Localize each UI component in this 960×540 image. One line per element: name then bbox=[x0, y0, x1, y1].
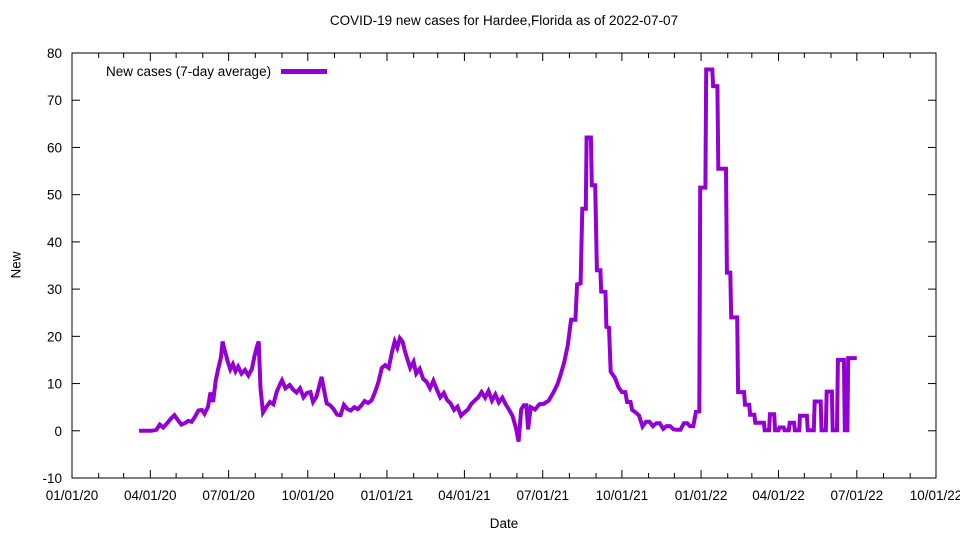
x-tick-label: 10/01/21 bbox=[596, 488, 649, 503]
y-tick-label: 70 bbox=[47, 93, 62, 108]
x-tick-label: 01/01/22 bbox=[675, 488, 728, 503]
x-tick-label: 07/01/21 bbox=[516, 488, 569, 503]
chart-title: COVID-19 new cases for Hardee,Florida as… bbox=[329, 13, 679, 28]
y-tick-label: 30 bbox=[47, 282, 62, 297]
plot-frame bbox=[71, 52, 937, 479]
x-tick-label: 10/01/20 bbox=[282, 488, 335, 503]
x-tick-label: 10/01/22 bbox=[910, 488, 960, 503]
x-tick-label: 01/01/20 bbox=[46, 488, 99, 503]
x-axis-title: Date bbox=[489, 516, 519, 531]
x-tick-label: 04/01/20 bbox=[124, 488, 177, 503]
legend-line-sample bbox=[281, 69, 328, 74]
y-tick-label: 60 bbox=[47, 140, 62, 155]
series-line bbox=[139, 67, 857, 442]
y-tick-label: 80 bbox=[47, 46, 62, 61]
x-tick-label: 07/01/20 bbox=[202, 488, 255, 503]
x-tick-label: 01/01/21 bbox=[361, 488, 414, 503]
y-tick-label: 50 bbox=[47, 188, 62, 203]
y-tick-label: 0 bbox=[54, 424, 62, 439]
y-tick-label: 20 bbox=[47, 329, 62, 344]
y-tick-label: 40 bbox=[47, 235, 62, 250]
legend: New cases (7-day average) bbox=[106, 64, 328, 79]
x-tick-label: 04/01/22 bbox=[752, 488, 805, 503]
x-tick-label: 04/01/21 bbox=[438, 488, 491, 503]
x-tick-label: 07/01/22 bbox=[831, 488, 884, 503]
y-tick-label: 10 bbox=[47, 377, 62, 392]
y-axis-title: New bbox=[8, 251, 24, 279]
legend-label: New cases (7-day average) bbox=[106, 64, 272, 79]
y-tick-label: -10 bbox=[42, 471, 62, 486]
